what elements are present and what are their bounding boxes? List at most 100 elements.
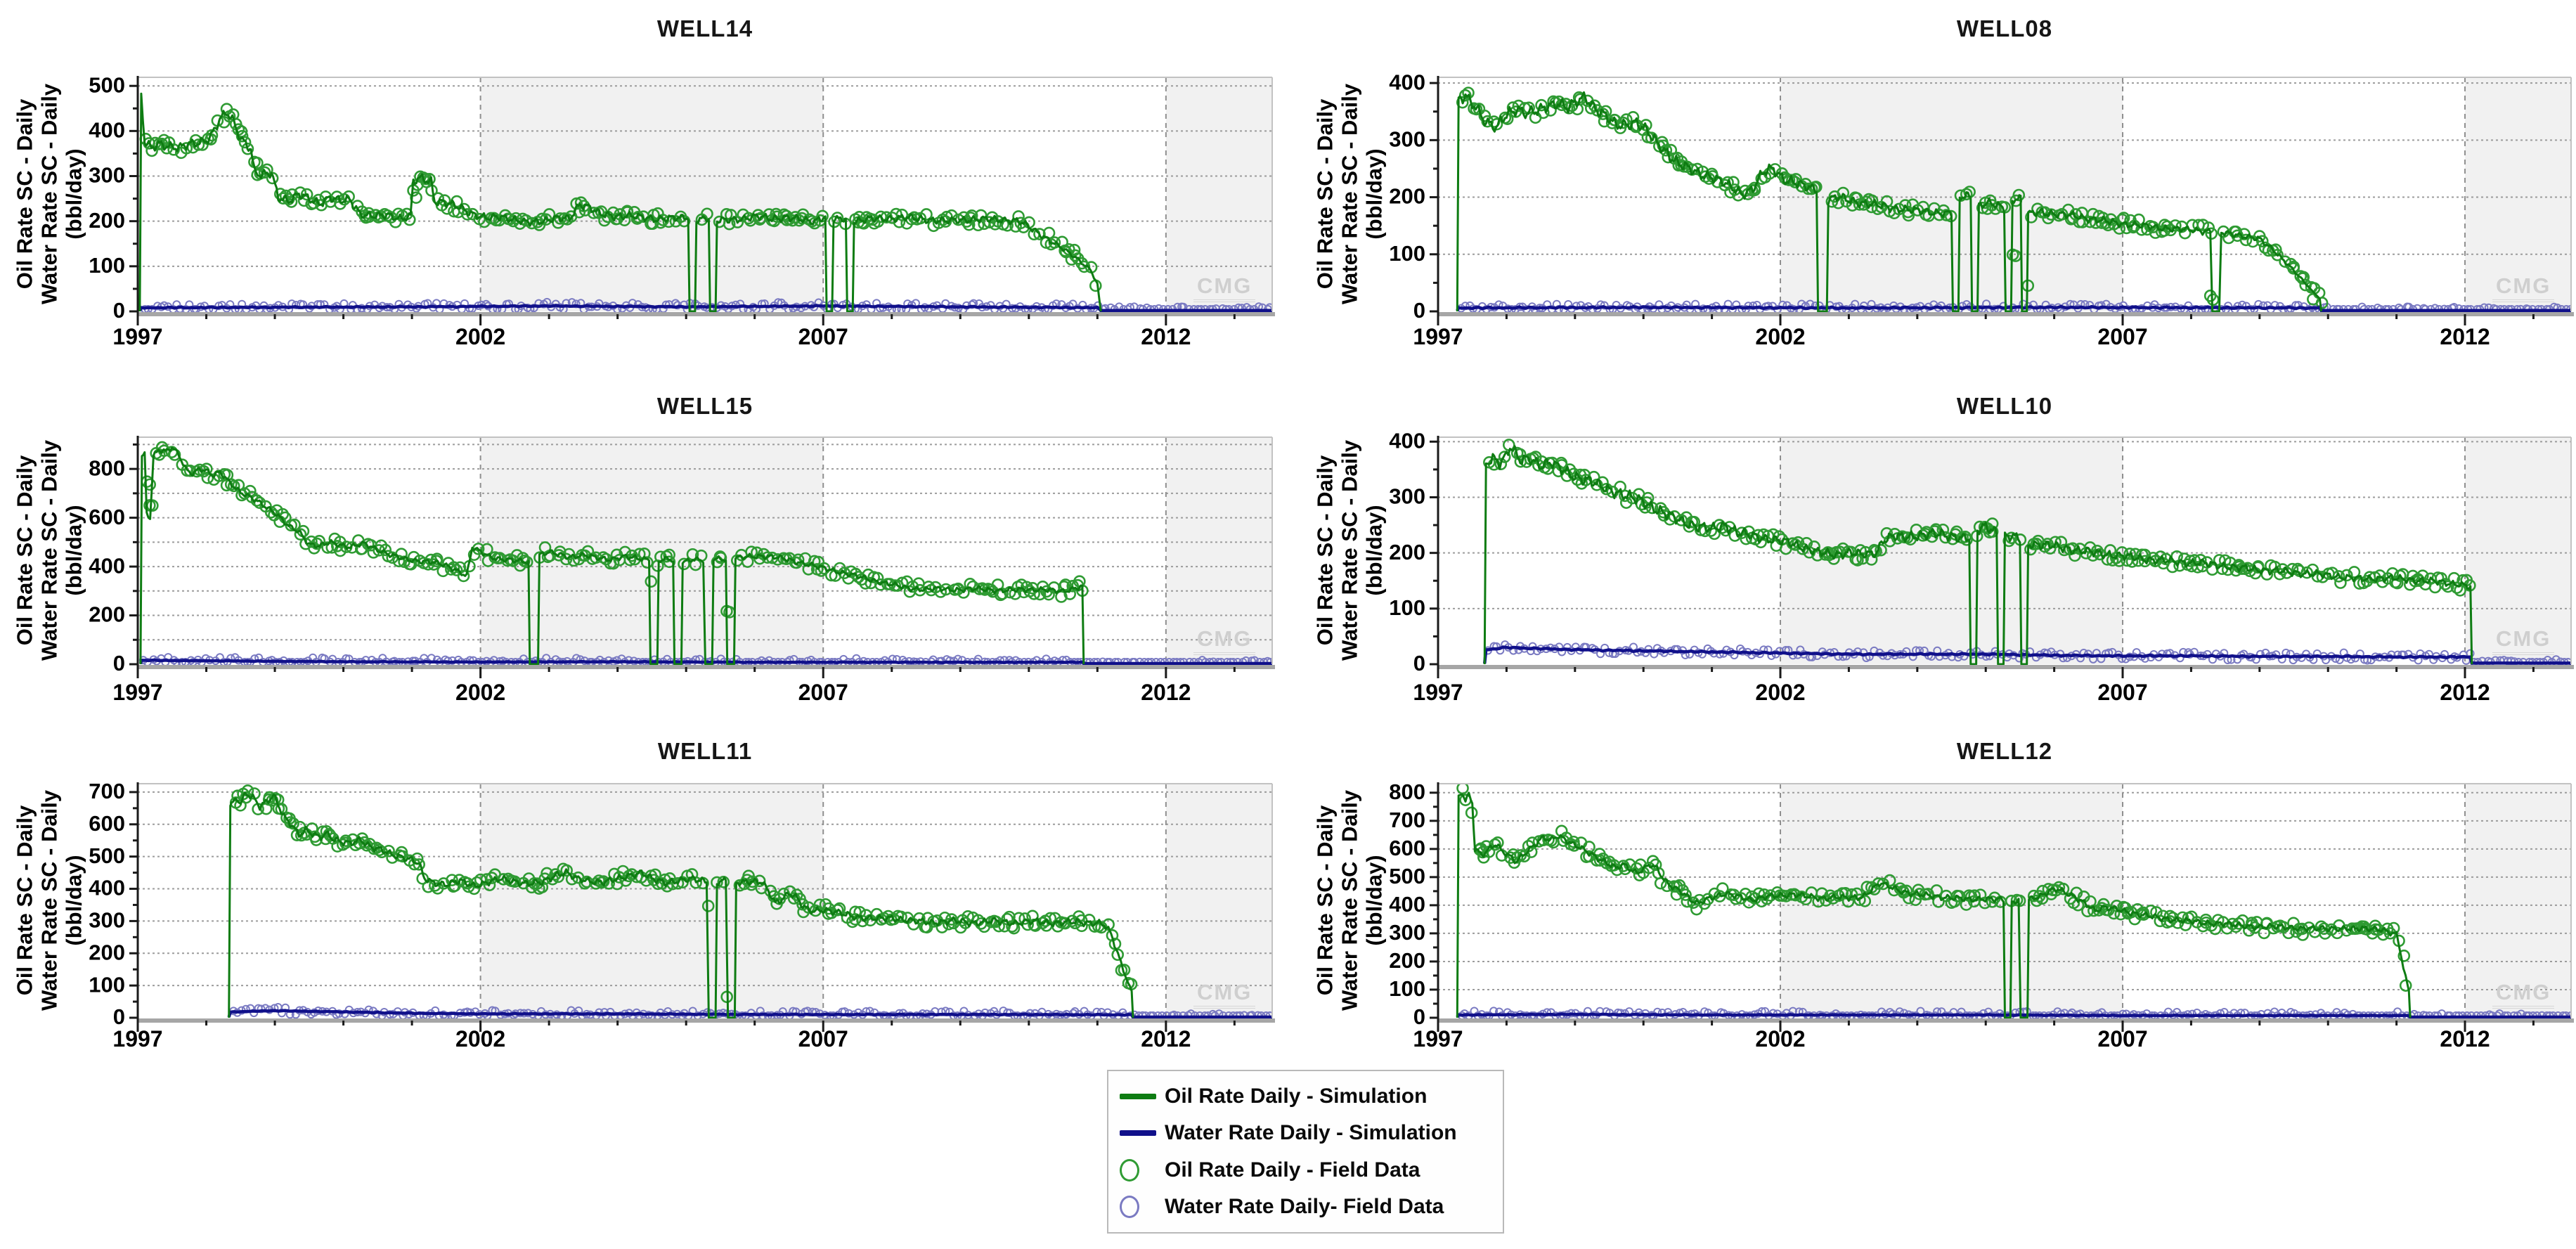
y-axis-title-line2: Water Rate SC - Daily: [1337, 83, 1362, 305]
svg-text:400: 400: [89, 553, 125, 578]
y-axis-title-line1: Oil Rate SC - Daily: [12, 98, 37, 290]
svg-text:500: 500: [1389, 864, 1425, 888]
svg-text:2012: 2012: [1141, 324, 1191, 349]
svg-text:300: 300: [1389, 127, 1425, 152]
y-axis-title: Oil Rate SC - Daily Water Rate SC - Dail…: [1313, 790, 1387, 1011]
svg-text:1997: 1997: [1413, 1026, 1463, 1051]
svg-text:400: 400: [1389, 892, 1425, 917]
legend-item-oil-sim: Oil Rate Daily - Simulation: [1120, 1078, 1497, 1115]
svg-text:0: 0: [113, 651, 125, 675]
cmg-watermark: CMG: [1193, 273, 1256, 302]
svg-text:100: 100: [1389, 595, 1425, 620]
svg-text:2002: 2002: [455, 1026, 505, 1051]
svg-text:400: 400: [89, 876, 125, 900]
svg-text:300: 300: [89, 163, 125, 188]
y-axis-title-line1: Oil Rate SC - Daily: [12, 805, 37, 996]
y-axis-title-line2: Water Rate SC - Daily: [1337, 439, 1362, 661]
svg-text:1997: 1997: [112, 680, 162, 705]
y-axis-title: Oil Rate SC - Daily Water Rate SC - Dail…: [13, 790, 86, 1011]
chart-title-well14: WELL14: [656, 15, 753, 41]
svg-text:600: 600: [89, 811, 125, 836]
svg-text:100: 100: [1389, 976, 1425, 1001]
svg-text:500: 500: [89, 843, 125, 868]
svg-text:2012: 2012: [1141, 680, 1191, 705]
y-axis-title: Oil Rate SC - Daily Water Rate SC - Dail…: [13, 84, 86, 304]
cmg-watermark: CMG: [2492, 980, 2555, 1009]
svg-text:300: 300: [1389, 484, 1425, 509]
svg-text:100: 100: [1389, 241, 1425, 266]
y-axis-title-line3: (bbl/day): [1361, 855, 1387, 946]
svg-text:2002: 2002: [1755, 1026, 1805, 1051]
legend-label: Oil Rate Daily - Simulation: [1165, 1085, 1428, 1108]
plot-well10: 0 100 200 300 400 1997 2002 2007 2012: [1389, 429, 2574, 705]
svg-text:2012: 2012: [2440, 1026, 2490, 1051]
svg-text:800: 800: [89, 455, 125, 480]
y-axis-title-line2: Water Rate SC - Daily: [37, 83, 62, 305]
svg-text:200: 200: [89, 940, 125, 964]
svg-text:200: 200: [89, 208, 125, 233]
water-sim-line-swatch: [1120, 1130, 1165, 1137]
plot-well14: 0 100 200 300 400 500 1997 2002 2007 2012: [89, 72, 1275, 349]
plot-well08: 0 100 200 300 400 1997 2002 2007 2012: [1389, 70, 2574, 349]
svg-text:0: 0: [1413, 298, 1425, 323]
svg-text:2007: 2007: [2097, 324, 2147, 349]
y-axis-title: Oil Rate SC - Daily Water Rate SC - Dail…: [1313, 84, 1387, 304]
svg-text:400: 400: [1389, 70, 1425, 94]
cmg-watermark: CMG: [2492, 273, 2555, 302]
legend-label: Water Rate Daily- Field Data: [1165, 1194, 1444, 1218]
svg-text:400: 400: [89, 118, 125, 143]
svg-text:2012: 2012: [1141, 1026, 1191, 1051]
y-axis-title-line2: Water Rate SC - Daily: [37, 789, 62, 1011]
y-axis-title-line2: Water Rate SC - Daily: [1337, 789, 1362, 1011]
water-field-circle-swatch: [1120, 1195, 1165, 1218]
svg-text:2012: 2012: [2440, 324, 2490, 349]
cmg-watermark: CMG: [2492, 626, 2555, 655]
svg-text:200: 200: [1389, 184, 1425, 209]
y-axis-title-line1: Oil Rate SC - Daily: [1312, 98, 1338, 290]
cmg-watermark: CMG: [1193, 626, 1256, 655]
legend-label: Water Rate Daily - Simulation: [1165, 1121, 1457, 1145]
oil-sim-line-swatch: [1120, 1094, 1165, 1100]
svg-text:2007: 2007: [798, 680, 848, 705]
svg-text:100: 100: [89, 253, 125, 278]
svg-text:300: 300: [89, 908, 125, 933]
svg-text:100: 100: [89, 972, 125, 997]
svg-text:600: 600: [1389, 836, 1425, 860]
legend-item-water-field: Water Rate Daily- Field Data: [1120, 1189, 1497, 1225]
svg-text:1997: 1997: [112, 1026, 162, 1051]
legend: Oil Rate Daily - Simulation Water Rate D…: [1107, 1070, 1504, 1234]
svg-text:200: 200: [1389, 540, 1425, 564]
y-axis-title-line2: Water Rate SC - Daily: [37, 439, 62, 661]
chart-title-well10: WELL10: [1956, 393, 2053, 419]
svg-text:400: 400: [1389, 429, 1425, 453]
svg-text:2007: 2007: [798, 1026, 848, 1051]
y-axis-title-line3: (bbl/day): [61, 855, 86, 946]
svg-text:0: 0: [1413, 1004, 1425, 1029]
plot-well11: 0 100 200 300 400 500 600 700 1997 2002 2007 2012: [89, 779, 1275, 1051]
svg-text:1997: 1997: [112, 324, 162, 349]
y-axis-title-line1: Oil Rate SC - Daily: [1312, 805, 1338, 996]
y-axis-title-line3: (bbl/day): [61, 148, 86, 240]
chart-title-well11: WELL11: [657, 738, 753, 764]
svg-text:700: 700: [89, 779, 125, 803]
svg-text:2002: 2002: [455, 680, 505, 705]
y-axis-title-line3: (bbl/day): [1361, 505, 1387, 596]
svg-text:0: 0: [1413, 651, 1425, 675]
y-axis-title: Oil Rate SC - Daily Water Rate SC - Dail…: [13, 440, 86, 661]
chart-title-well15: WELL15: [656, 393, 753, 419]
chart-title-well12: WELL12: [1956, 738, 2053, 764]
legend-label: Oil Rate Daily - Field Data: [1165, 1158, 1420, 1182]
legend-item-oil-field: Oil Rate Daily - Field Data: [1120, 1152, 1497, 1189]
svg-text:1997: 1997: [1413, 324, 1463, 349]
svg-text:2002: 2002: [455, 324, 505, 349]
oil-field-circle-swatch: [1120, 1158, 1165, 1182]
chart-title-well08: WELL08: [1956, 15, 2053, 41]
svg-text:200: 200: [1389, 948, 1425, 973]
y-axis-title-line1: Oil Rate SC - Daily: [12, 455, 37, 646]
y-axis-title: Oil Rate SC - Daily Water Rate SC - Dail…: [1313, 440, 1387, 661]
svg-text:800: 800: [1389, 779, 1425, 804]
svg-text:0: 0: [113, 298, 125, 323]
svg-text:500: 500: [89, 72, 125, 97]
